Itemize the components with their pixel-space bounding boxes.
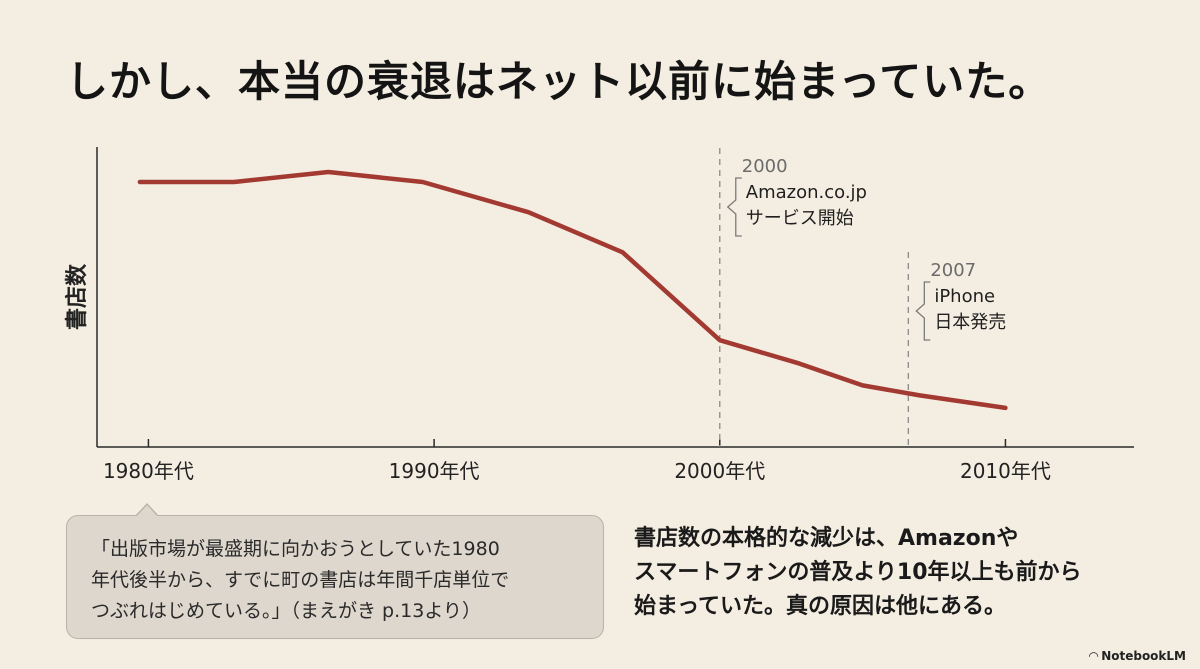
brand-label: NotebookLM (1101, 649, 1186, 663)
summary-text: 書店数の本格的な減少は、Amazonや スマートフォンの普及より10年以上も前か… (634, 522, 1174, 624)
summary-line: 書店数の本格的な減少は、Amazonや (634, 526, 1019, 551)
x-tick-label: 1980年代 (103, 459, 194, 483)
annotation-text: Amazon.co.jp (746, 182, 867, 203)
bookstore-count-line (137, 169, 1008, 411)
notebooklm-logo-icon: ◠ (1088, 649, 1099, 663)
annotation-text: 日本発売 (934, 312, 1006, 333)
notebooklm-brand: ◠ NotebookLM (1089, 649, 1186, 663)
x-tick-label: 2000年代 (674, 459, 765, 483)
quote-line: 「出版市場が最盛期に向かおうとしていた1980 (91, 538, 500, 560)
quote-line: つぶれはじめている。」（まえがき p.13より） (91, 600, 481, 622)
summary-line: スマートフォンの普及より10年以上も前から (634, 560, 1082, 585)
page-title: しかし、本当の衰退はネット以前に始まっていた。 (66, 57, 1052, 106)
quote-callout: 「出版市場が最盛期に向かおうとしていた1980 年代後半から、すでに町の書店は年… (66, 503, 604, 639)
annotation-bracket (915, 281, 931, 341)
annotation-year: 2007 (930, 260, 976, 281)
chart-annotations: 2000 Amazon.co.jp サービス開始 2007 iPhone 日本発売 (719, 148, 1075, 447)
y-axis-label: 書店数 (64, 263, 90, 330)
x-ticks: 1980年代 1990年代 2000年代 2010年代 (103, 439, 1051, 483)
annotation-bracket (726, 177, 742, 237)
annotation-box (737, 176, 886, 238)
x-tick-label: 2010年代 (960, 459, 1051, 483)
annotation-text: サービス開始 (746, 208, 854, 229)
chart-axes (96, 147, 1134, 448)
annotation-text: iPhone (934, 286, 995, 307)
summary-line: 始まっていた。真の原因は他にある。 (634, 594, 1007, 619)
annotation-year: 2000 (742, 156, 788, 177)
quote-line: 年代後半から、すでに町の書店は年間千店単位で (91, 569, 510, 591)
annotation-box (926, 280, 1075, 342)
x-tick-label: 1990年代 (389, 459, 480, 483)
